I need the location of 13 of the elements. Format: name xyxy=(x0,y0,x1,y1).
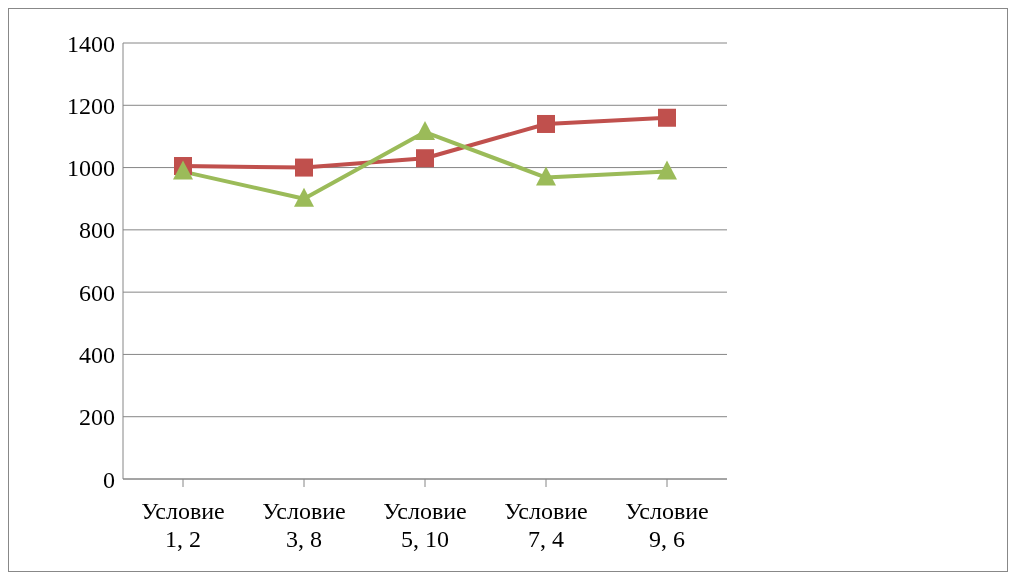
y-tick-label: 0 xyxy=(103,466,115,493)
x-tick-label: Условие 3, 8 xyxy=(262,498,346,552)
y-tick-label: 800 xyxy=(79,217,115,244)
y-tick-label: 400 xyxy=(79,341,115,368)
x-tick-label: Условие 1, 2 xyxy=(141,498,225,552)
y-tick-label: 1200 xyxy=(67,92,115,119)
y-tick-label: 200 xyxy=(79,404,115,431)
y-tick-label: 600 xyxy=(79,279,115,306)
y-tick-label: 1000 xyxy=(67,155,115,182)
y-tick-label: 1400 xyxy=(67,30,115,57)
x-tick-label: Условие 5, 10 xyxy=(383,498,467,552)
x-tick-label: Условие 7, 4 xyxy=(504,498,588,552)
x-tick-label: Условие 9, 6 xyxy=(625,498,709,552)
